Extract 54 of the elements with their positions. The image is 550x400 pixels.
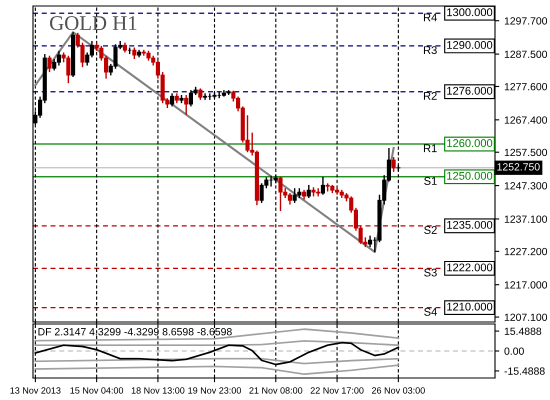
annotation: R1	[424, 144, 437, 152]
candlestick	[184, 94, 188, 116]
ref-line-label: 1260.000	[447, 139, 492, 148]
y-tick-label: 1247.300	[504, 182, 548, 190]
ref-line-label: 1300.000	[447, 8, 492, 16]
y-tick-label: 1207.100	[504, 314, 548, 321]
ref-line-label: 1290.000	[447, 41, 492, 49]
ref-line-label: 1252.750	[497, 163, 540, 171]
x-tick-label: 13 Nov 2013	[10, 387, 61, 394]
annotation: R3	[424, 46, 437, 54]
candlestick	[47, 55, 52, 73]
ref-line-label: 1210.000	[447, 302, 492, 311]
y-tick-label: 1257.500	[504, 148, 548, 156]
x-tick-label: 19 Nov 23:00	[188, 387, 241, 394]
annotation: S2	[424, 226, 437, 234]
x-tick-label: 15 Nov 04:00	[70, 387, 124, 394]
y-tick-label: 1267.400	[504, 116, 548, 124]
candlestick	[368, 234, 372, 248]
line-series	[34, 31, 395, 254]
line-series	[34, 328, 400, 342]
y-tick-label: 1237.100	[504, 215, 548, 223]
x-tick-label: 22 Nov 17:00	[310, 387, 364, 394]
x-tick-label: 21 Nov 08:00	[249, 387, 302, 394]
annotation: S3	[424, 268, 437, 277]
candlestick	[320, 176, 325, 196]
annotation: S4	[424, 308, 437, 316]
annotation: R4	[424, 14, 437, 22]
annotation: R2	[424, 92, 437, 100]
y-tick-label: 1217.000	[504, 281, 548, 289]
ref-line-label: 1222.000	[447, 263, 492, 272]
y-tick-label: 1287.500	[504, 50, 548, 58]
y-tick-label: 1297.700	[504, 17, 548, 25]
chart-title: DF 2.3147 4.3299 -4.3299 8.6598 -8.6598	[38, 328, 232, 336]
candlestick	[302, 189, 306, 200]
y-tick-label: 0.00	[504, 348, 524, 355]
candlestick	[132, 46, 136, 60]
chart-title: GOLD H1	[50, 16, 136, 30]
y-tick-label: 15.4888	[504, 328, 542, 335]
candlestick	[306, 184, 311, 199]
ref-line-label: 1276.000	[447, 86, 492, 95]
y-tick-label: 1227.200	[504, 248, 548, 256]
x-tick-label: 26 Nov 03:00	[372, 387, 425, 394]
y-tick-label: -15.4888	[504, 367, 545, 375]
candlestick	[170, 92, 174, 108]
y-tick-label: 1277.600	[504, 82, 548, 90]
candlestick	[392, 156, 396, 173]
candlestick	[198, 88, 202, 101]
x-tick-label: 18 Nov 13:00	[132, 387, 184, 394]
candlestick	[122, 42, 127, 54]
candlestick	[174, 92, 179, 104]
line-series	[34, 364, 400, 375]
ref-line-label: 1250.000	[447, 172, 492, 180]
annotation: S1	[424, 177, 437, 185]
ref-line-label: 1235.000	[447, 220, 492, 229]
